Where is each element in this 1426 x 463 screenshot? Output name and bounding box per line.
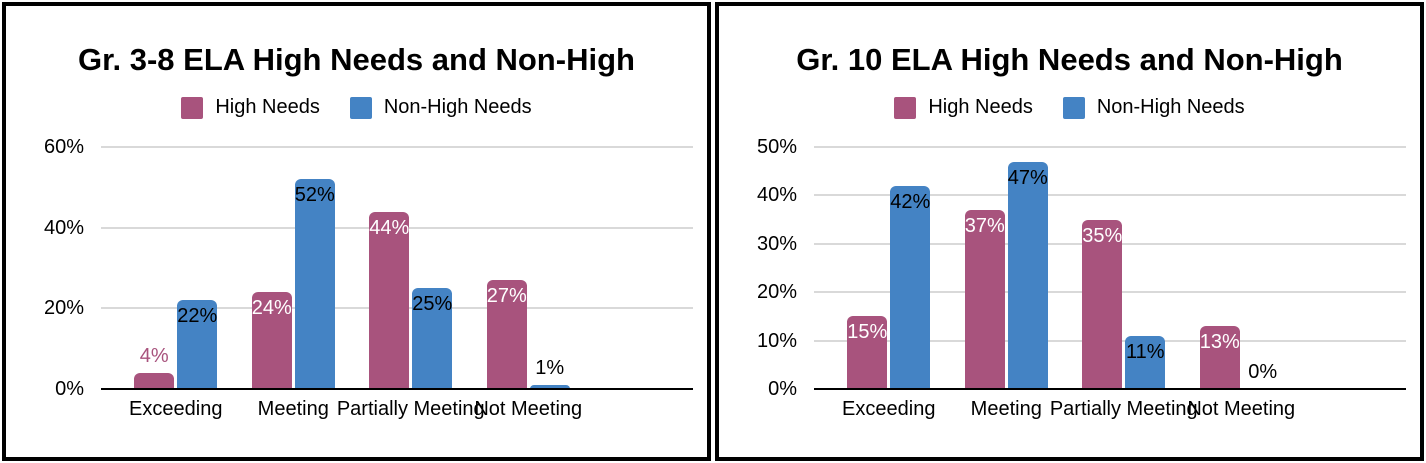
x-axis-category-label: Meeting <box>257 398 329 420</box>
bar-non-high-needs-not-meeting <box>529 384 570 389</box>
y-axis-tick-label: 40% <box>43 216 84 239</box>
data-label-non-high-needs-partially-meeting: 11% <box>1125 340 1165 363</box>
x-axis-category-label: Not Meeting <box>1187 398 1296 420</box>
data-label-high-needs-not-meeting: 13% <box>1199 331 1240 354</box>
bar-non-high-needs-exceeding <box>177 300 218 389</box>
x-axis-category-label: Meeting <box>970 398 1042 420</box>
bar-high-needs-exceeding <box>847 316 888 389</box>
chart-title: Gr. 10 ELA High Needs and Non-High <box>796 42 1343 77</box>
bar-high-needs-exceeding <box>134 372 175 389</box>
y-axis-tick-label: 20% <box>756 281 797 304</box>
data-label-non-high-needs-not-meeting: 0% <box>1248 361 1278 383</box>
y-axis-tick-label: 10% <box>756 329 797 352</box>
data-label-high-needs-meeting: 24% <box>251 297 292 320</box>
data-label-high-needs-exceeding: 15% <box>847 321 888 344</box>
y-axis-tick-label: 30% <box>756 232 797 255</box>
data-label-high-needs-not-meeting: 27% <box>486 285 527 308</box>
x-axis-category-label: Exceeding <box>129 398 223 420</box>
chart-panel-gr-10: Gr. 10 ELA High Needs and Non-High High … <box>715 2 1424 461</box>
bar-high-needs-meeting <box>964 209 1005 389</box>
bar-high-needs-partially-meeting <box>1082 219 1123 389</box>
chart-panel-gr-3-8: Gr. 3-8 ELA High Needs and Non-High High… <box>2 2 711 461</box>
chart-title: Gr. 3-8 ELA High Needs and Non-High <box>78 42 635 77</box>
x-axis-line <box>814 388 1406 390</box>
legend-label-non-high-needs: Non-High Needs <box>1096 96 1245 118</box>
x-axis-category-label: Partially Meeting <box>1049 398 1198 420</box>
legend-swatch-non-high-needs <box>1062 96 1085 119</box>
legend-item-high-needs: High Needs <box>894 96 1033 119</box>
data-label-high-needs-exceeding: 4% <box>139 344 169 367</box>
x-axis-line <box>101 388 693 390</box>
y-axis-tick-label: 20% <box>43 297 84 320</box>
plot-area: 0% 10% 20% 30% 40% 50% Exceeding 15% 42% Meeting 3… <box>719 6 1420 457</box>
legend-swatch-high-needs <box>894 96 917 119</box>
x-axis-category-label: Exceeding <box>842 398 936 420</box>
bar-non-high-needs-meeting <box>1007 161 1048 389</box>
y-axis-tick-label: 0% <box>768 378 797 400</box>
data-label-non-high-needs-meeting: 47% <box>1007 166 1048 189</box>
x-axis-category-label: Not Meeting <box>474 398 583 420</box>
data-label-non-high-needs-partially-meeting: 25% <box>412 293 453 316</box>
y-axis-tick-label: 60% <box>43 136 84 158</box>
gridline-60% <box>101 146 693 148</box>
bar-non-high-needs-meeting <box>294 179 335 389</box>
legend-label-high-needs: High Needs <box>928 96 1033 118</box>
bar-high-needs-not-meeting <box>486 280 527 389</box>
legend-swatch-high-needs <box>181 96 204 119</box>
plot-area: 0% 20% 40% 60% Exceeding 4% 22% Meeting 24% 52% Pa… <box>6 6 707 457</box>
legend-label-high-needs: High Needs <box>215 96 320 118</box>
chart-legend: High Needs Non-High Needs <box>6 96 707 119</box>
data-label-non-high-needs-not-meeting: 1% <box>535 356 565 379</box>
bar-non-high-needs-partially-meeting <box>1125 335 1166 389</box>
bar-high-needs-partially-meeting <box>369 211 410 389</box>
data-label-non-high-needs-exceeding: 22% <box>177 305 218 328</box>
y-axis-tick-label: 40% <box>756 184 797 207</box>
y-axis-tick-label: 50% <box>756 136 797 158</box>
bar-high-needs-not-meeting <box>1199 326 1240 389</box>
gridline-40% <box>814 194 1406 197</box>
data-label-non-high-needs-meeting: 52% <box>294 184 335 207</box>
data-label-non-high-needs-exceeding: 42% <box>890 190 931 213</box>
data-label-high-needs-partially-meeting: 35% <box>1082 224 1123 247</box>
legend-item-non-high-needs: Non-High Needs <box>1062 96 1245 119</box>
y-axis-tick-label: 0% <box>55 378 84 400</box>
gridline-50% <box>814 146 1406 148</box>
legend-item-high-needs: High Needs <box>181 96 320 119</box>
bar-non-high-needs-exceeding <box>890 185 931 389</box>
data-label-high-needs-meeting: 37% <box>964 214 1005 237</box>
data-label-high-needs-partially-meeting: 44% <box>369 216 410 239</box>
legend-swatch-non-high-needs <box>349 96 372 119</box>
bar-high-needs-meeting <box>251 292 292 389</box>
legend-label-non-high-needs: Non-High Needs <box>383 96 532 118</box>
x-axis-category-label: Partially Meeting <box>336 398 485 420</box>
bar-non-high-needs-partially-meeting <box>412 288 453 389</box>
chart-legend: High Needs Non-High Needs <box>719 96 1420 119</box>
legend-item-non-high-needs: Non-High Needs <box>349 96 532 119</box>
